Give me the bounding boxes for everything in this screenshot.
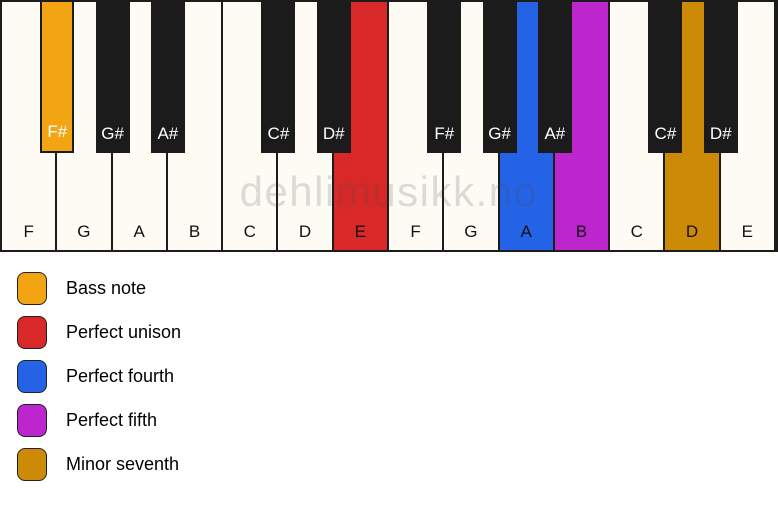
black-key-label: G# [488, 124, 511, 143]
legend-label: Perfect fourth [66, 366, 175, 386]
legend-swatch-seventh [17, 448, 47, 481]
black-key-label: A# [157, 124, 179, 143]
white-key-label: E [354, 222, 366, 241]
legend-label: Perfect unison [66, 322, 182, 342]
black-key-fsharp-0: F# [40, 2, 75, 153]
white-key-label: F [410, 222, 421, 241]
legend-item-seventh: Minor seventh [17, 448, 181, 481]
legend-item-fourth: Perfect fourth [17, 360, 181, 393]
black-key-fsharp-5: F# [427, 2, 462, 153]
white-key-label: C [630, 222, 643, 241]
legend-swatch-unison [17, 316, 47, 349]
piano-keyboard: F G A B C D E F G A B C D E F# G# A# C# D# F# G# A# C# D# [0, 0, 778, 252]
white-key-label: C [243, 222, 256, 241]
black-key-dsharp-4: D# [316, 2, 351, 153]
black-key-gsharp-1: G# [95, 2, 130, 153]
legend-swatch-bass [17, 272, 47, 305]
black-key-label: C# [654, 124, 677, 143]
black-key-label: A# [544, 124, 566, 143]
black-key-label: D# [322, 124, 345, 143]
legend-swatch-fifth [17, 404, 47, 437]
white-key-label: G [77, 222, 91, 241]
legend-label: Minor seventh [66, 454, 180, 474]
black-key-csharp-3: C# [261, 2, 296, 153]
legend-swatch-fourth [17, 360, 47, 393]
black-key-label: D# [709, 124, 732, 143]
legend-label: Perfect fifth [66, 410, 158, 430]
white-key-label: A [133, 222, 145, 241]
white-key-label: D [685, 222, 699, 241]
legend-item-unison: Perfect unison [17, 316, 181, 349]
legend: Bass note Perfect unison Perfect fourth Per… [17, 272, 181, 492]
black-key-asharp-2: A# [150, 2, 185, 153]
black-key-gsharp-6: G# [482, 2, 517, 153]
black-key-csharp-8: C# [648, 2, 683, 153]
black-key-label: F# [434, 124, 455, 143]
white-key-label: D [298, 222, 312, 241]
black-key-label: C# [267, 124, 290, 143]
white-key-label: B [575, 222, 588, 241]
black-key-asharp-7: A# [537, 2, 572, 153]
black-key-label: G# [101, 124, 124, 143]
white-key-label: A [520, 222, 532, 241]
legend-label: Bass note [66, 278, 147, 298]
white-key-label: E [741, 222, 753, 241]
white-key-label: F [23, 222, 34, 241]
white-key-label: G [464, 222, 478, 241]
legend-item-bass: Bass note [17, 272, 181, 305]
black-key-label: F# [47, 122, 68, 141]
legend-item-fifth: Perfect fifth [17, 404, 181, 437]
white-key-label: B [188, 222, 201, 241]
black-key-dsharp-9: D# [703, 2, 738, 153]
